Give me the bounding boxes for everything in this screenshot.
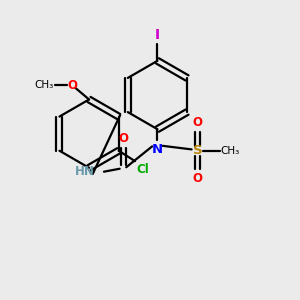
Text: O: O (118, 132, 128, 145)
Text: CH₃: CH₃ (221, 146, 240, 156)
Text: Cl: Cl (136, 163, 149, 176)
Text: O: O (193, 116, 202, 130)
Text: O: O (68, 79, 78, 92)
Text: CH₃: CH₃ (34, 80, 53, 90)
Text: S: S (193, 144, 202, 158)
Text: I: I (155, 28, 160, 42)
Text: N: N (152, 143, 163, 157)
Text: HN: HN (75, 165, 95, 178)
Text: O: O (193, 172, 202, 185)
